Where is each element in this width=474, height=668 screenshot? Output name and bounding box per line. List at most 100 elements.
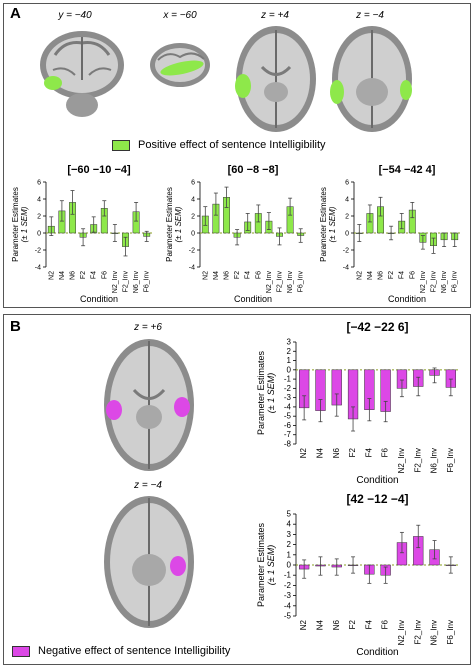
y-axis-label-sem: (± 1 SEM) [174,206,183,242]
brain-slice-axial [330,26,412,132]
y-tick-label: -5 [284,412,292,421]
x-tick-label: N2 [202,271,209,280]
y-tick-label: -4 [343,265,349,272]
chart-title: [42 −12 −4] [346,492,408,506]
x-tick-label: N2_Inv [266,271,273,294]
y-tick-label: 6 [37,180,41,187]
y-tick-label: 2 [287,540,292,549]
x-tick-label: F2_Inv [413,620,422,644]
y-axis-label-sem: (± 1 SEM) [20,206,29,242]
x-tick-label: N4 [315,447,324,458]
x-tick-label: N6_Inv [430,620,439,645]
x-tick-label: F2 [388,271,395,279]
y-axis-label-sem: (± 1 SEM) [266,373,276,413]
x-tick-label: F6 [381,447,390,457]
x-tick-label: F4 [91,271,98,279]
y-tick-label: -2 [284,581,292,590]
x-tick-label: N2 [299,447,308,458]
y-tick-label: 1 [287,356,292,365]
y-tick-label: 6 [345,180,349,187]
x-axis-label: Condition [388,294,426,304]
x-tick-label: F4 [399,271,406,279]
x-tick-label: N4 [315,619,324,630]
y-axis-label: Parameter Estimates [256,350,266,435]
panel-a-letter: A [10,5,21,22]
x-tick-label: F6_Inv [144,271,151,293]
y-tick-label: 4 [37,197,41,204]
activation-blob [174,397,190,417]
y-tick-label: -4 [35,265,41,272]
y-tick-label: 4 [287,520,292,529]
x-tick-label: F6_Inv [298,271,305,293]
y-tick-label: 0 [37,231,41,238]
x-axis-label: Condition [356,647,398,658]
bar-chart-a1: [−60 −10 −4] -4 -2 0 2 4 6 N2 N4 N6 F2 F4 F6 N2_Inv F2… [11,164,152,304]
y-tick-label: 2 [37,214,41,221]
legend-swatch [12,645,30,657]
slice-label: z = +4 [261,10,289,21]
legend-negative: Negative effect of sentence Intelligibil… [12,645,230,657]
legend-label: Positive effect of sentence Intelligibil… [138,139,326,151]
y-tick-label: 6 [191,180,195,187]
y-tick-label: -2 [35,248,41,255]
y-tick-label: 2 [345,214,349,221]
x-tick-label: F6 [101,271,108,279]
activation-blob [170,556,186,576]
panel-a [3,3,471,308]
y-tick-label: 0 [345,231,349,238]
brain-slice-axial [104,496,194,628]
slice-label: z = −4 [134,480,162,491]
legend-positive: Positive effect of sentence Intelligibil… [112,139,326,151]
x-tick-label: F2_Inv [413,448,422,472]
x-tick-label: F2_Inv [431,271,438,293]
y-tick-label: 0 [287,561,292,570]
y-axis-label-sem: (± 1 SEM) [266,545,276,585]
y-axis-label: Parameter Estimates [319,187,328,262]
y-tick-label: 4 [191,197,195,204]
x-tick-label: F4 [364,447,373,457]
panel-b-letter: B [10,318,21,335]
x-tick-label: N2 [299,619,308,630]
bar-chart-a2: [60 −8 −8] -4 -2 0 2 4 6 N2 N4 N6 F2 F4 F6 N2_Inv F2_I… [165,164,306,304]
x-tick-label: N6 [70,271,77,280]
x-tick-label: N2 [48,271,55,280]
x-tick-label: F6_Inv [452,271,459,293]
x-tick-label: N2_Inv [397,620,406,645]
x-tick-label: N2 [356,271,363,280]
y-axis-label-sem: (± 1 SEM) [328,206,337,242]
x-tick-label: F4 [364,619,373,629]
x-tick-label: N6 [332,619,341,630]
brain-slice-sagittal [150,43,210,87]
y-tick-label: 0 [191,231,195,238]
x-tick-label: F4 [245,271,252,279]
x-axis-label: Condition [80,294,118,304]
activation-blob [160,60,204,76]
y-tick-label: -5 [284,612,292,621]
activation-blob [330,80,344,104]
y-tick-label: 5 [287,510,292,519]
x-tick-label: F2 [80,271,87,279]
y-tick-label: -4 [189,265,195,272]
y-axis-label: Parameter Estimates [165,187,174,262]
x-tick-label: N6 [224,271,231,280]
activation-blob [44,76,62,90]
x-tick-label: F2 [234,271,241,279]
x-tick-label: N4 [367,271,374,280]
y-tick-label: -6 [284,421,292,430]
y-tick-label: 0 [287,365,292,374]
y-tick-label: -1 [284,571,292,580]
y-tick-label: -2 [284,384,292,393]
activation-blob [400,80,412,100]
x-tick-label: F6 [409,271,416,279]
y-tick-label: 3 [287,338,292,347]
y-tick-label: -2 [343,248,349,255]
legend-label: Negative effect of sentence Intelligibil… [38,645,231,657]
slice-label: y = −40 [58,10,92,21]
chart-title: [−42 −22 6] [346,320,408,334]
chart-title: [60 −8 −8] [228,164,279,176]
x-tick-label: N4 [213,271,220,280]
y-axis-label: Parameter Estimates [11,187,20,262]
x-tick-label: F6 [381,619,390,629]
brain-slice-coronal [40,31,124,117]
